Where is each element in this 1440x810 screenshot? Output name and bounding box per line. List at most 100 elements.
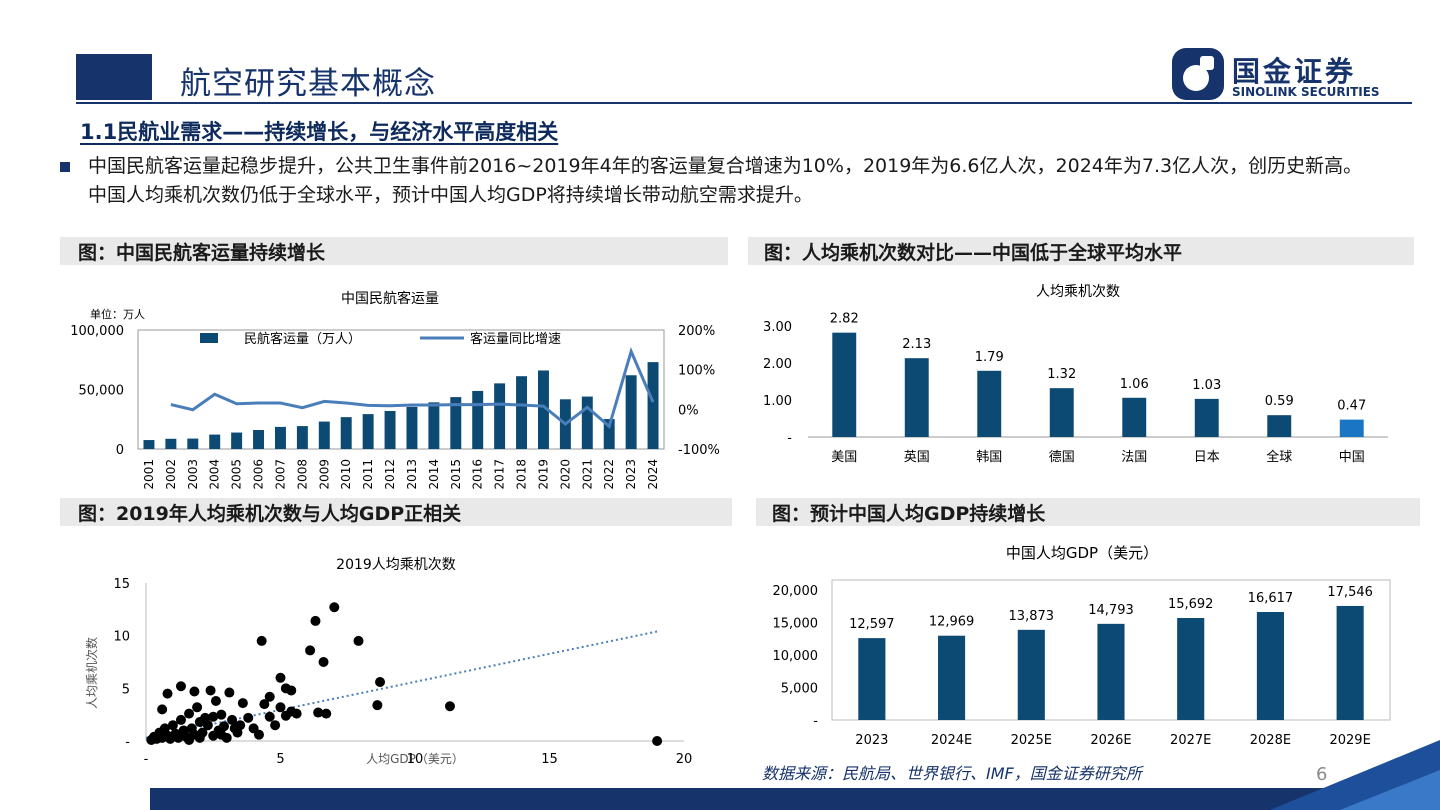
chart4-y-tick: 5,000 [781, 682, 818, 697]
chart2-bar [832, 332, 857, 437]
panel-title-scatter: 图：2019年人均乘机次数与人均GDP正相关 [78, 503, 462, 525]
chart2-bar [1339, 419, 1364, 437]
chart1-x-tick: 2018 [515, 459, 529, 490]
chart3-xlabel: 人均GDP（美元） [366, 752, 464, 766]
chart3-point [184, 734, 195, 745]
chart3-point [243, 712, 254, 723]
chart3-point [375, 677, 386, 688]
chart4-data-label: 17,546 [1327, 585, 1373, 600]
chart1-bar [625, 375, 637, 449]
chart4-data-label: 13,873 [1009, 609, 1054, 624]
panel-bar-gdp [756, 498, 1420, 526]
chart1-x-tick: 2003 [186, 459, 200, 490]
chart4-data-label: 12,597 [849, 617, 895, 632]
chart4-bar [1097, 623, 1125, 720]
passenger-traffic-chart: 中国民航客运量 单位：万人 民航客运量（万人） 客运量同比增速 100,000 5… [70, 290, 720, 490]
chart4-x-tick: 2027E [1170, 733, 1211, 748]
chart3-point [216, 729, 227, 740]
chart1-bar [187, 438, 199, 449]
chart1-left-tick: 100,000 [70, 324, 124, 339]
chart4-bar [1336, 605, 1364, 720]
chart2-title: 人均乘机次数 [1036, 284, 1120, 300]
chart4-x-tick: 2029E [1329, 733, 1370, 748]
page-number: 6 [1316, 764, 1328, 785]
chart1-bar [603, 419, 615, 449]
chart1-bar [428, 402, 440, 449]
chart2-bar [904, 358, 929, 437]
chart3-point [275, 672, 286, 683]
chart2-data-label: 1.03 [1192, 378, 1221, 393]
chart2-data-label: 1.06 [1120, 377, 1149, 392]
chart3-trendline [145, 630, 658, 739]
chart1-x-tick: 2023 [624, 459, 638, 490]
chart1-growth-line [170, 347, 655, 430]
chart2-x-tick: 德国 [1049, 450, 1075, 465]
gdp-forecast-chart: 中国人均GDP（美元） 20,000 15,000 10,000 5,000 - 12,5… [773, 544, 1391, 748]
chart1-bar [647, 362, 659, 449]
chart3-point [329, 602, 340, 613]
chart1-x-tick: 2001 [142, 459, 156, 490]
sinolink-logo-icon [1172, 48, 1224, 100]
chart3-point [224, 687, 235, 698]
chart3-point [184, 708, 195, 719]
chart2-x-tick: 韩国 [976, 450, 1002, 465]
chart1-bar [472, 390, 484, 449]
chart3-point [210, 695, 221, 706]
chart4-y-tick: 20,000 [773, 584, 819, 599]
logo-text-en: SINOLINK SECURITIES [1232, 85, 1380, 99]
chart3-point [192, 702, 203, 713]
chart2-bar [977, 370, 1002, 437]
chart2-y-tick: 3.00 [763, 320, 792, 335]
chart3-point [264, 711, 275, 722]
footer-band [150, 740, 1440, 810]
chart2-x-tick: 日本 [1194, 450, 1220, 465]
chart3-point [253, 729, 264, 740]
chart1-bar [537, 370, 549, 449]
chart2-bar [1122, 397, 1147, 437]
chart3-point [321, 708, 332, 719]
chart4-data-label: 14,793 [1088, 603, 1134, 618]
panel-title-gdp: 图：预计中国人均GDP持续增长 [772, 503, 1046, 525]
bullet-square [60, 162, 70, 172]
chart2-data-label: 2.82 [830, 312, 859, 327]
chart3-point [175, 714, 186, 725]
chart1-left-tick: 0 [116, 443, 124, 458]
chart3-point [310, 615, 321, 626]
page-title: 航空研究基本概念 [180, 66, 436, 102]
chart3-point [227, 714, 238, 725]
chart2-data-label: 0.59 [1265, 394, 1294, 409]
panel-title-trips: 图：人均乘机次数对比——中国低于全球平均水平 [764, 242, 1183, 264]
chart3-y-tick: - [125, 735, 130, 750]
chart1-x-tick: 2022 [602, 459, 616, 490]
legend-line-label: 客运量同比增速 [470, 331, 561, 347]
chart1-x-tick: 2024 [646, 459, 660, 490]
chart2-bar [1194, 398, 1219, 437]
chart1-x-tick: 2007 [273, 459, 287, 490]
trips-per-capita-chart: 人均乘机次数 3.00 2.00 1.00 - 2.82 美国 2.13 英国 1.79 韩国 1.… [763, 284, 1388, 465]
chart3-point [286, 685, 297, 696]
chart1-bar [296, 426, 308, 449]
chart2-x-tick: 美国 [831, 450, 857, 465]
chart4-bar [858, 638, 886, 720]
chart3-point [305, 645, 316, 656]
title-divider [76, 102, 1412, 104]
chart4-x-tick: 2026E [1090, 733, 1131, 748]
chart4-data-label: 12,969 [929, 615, 975, 630]
chart3-x-tick: 20 [676, 752, 693, 767]
chart1-x-tick: 2013 [405, 459, 419, 490]
panel-bar-scatter [60, 498, 732, 526]
chart2-bar [1267, 415, 1292, 437]
chart1-left-tick: 50,000 [79, 384, 125, 399]
chart4-bar [938, 635, 966, 720]
chart1-bar [384, 410, 396, 449]
chart1-x-tick: 2015 [449, 459, 463, 490]
chart1-bar [318, 421, 330, 449]
trips-vs-gdp-scatter: 2019人均乘机次数 人均GDP（美元） 人均乘机次数 15 10 5 -- 5 10 15… [84, 557, 693, 767]
chart1-bar [340, 417, 352, 449]
chart3-point [353, 635, 364, 646]
chart4-data-label: 15,692 [1168, 597, 1214, 612]
chart3-y-tick: 15 [113, 577, 130, 592]
chart1-bar [581, 396, 593, 449]
section-heading: 1.1民航业需求——持续增长，与经济水平高度相关 [80, 120, 559, 144]
legend-bar-swatch [200, 333, 218, 343]
